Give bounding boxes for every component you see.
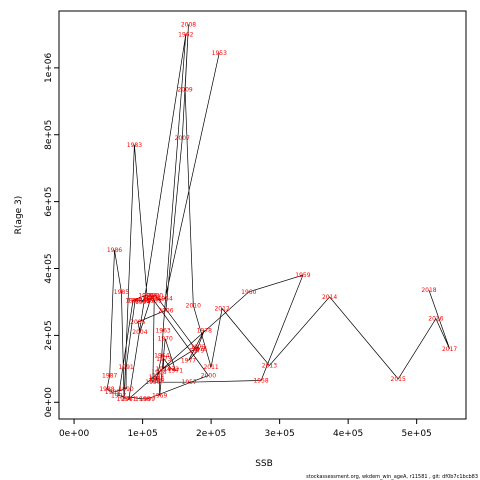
x-axis: 0e+00 1e+05 2e+05 3e+05 4e+05 5e+05 [59,419,432,439]
point-label-1994: 1994 [135,299,150,306]
point-label-2012: 2012 [214,306,229,313]
y-tick-label: 1e+06 [44,52,54,83]
point-label-1979: 1979 [189,347,204,354]
point-label-1993: 1993 [135,297,150,304]
point-label-1982: 1982 [140,297,155,304]
point-label-2016: 2016 [428,316,443,323]
point-label-2004: 2004 [132,329,147,336]
point-label-1980: 1980 [148,292,163,299]
x-tick-label: 0e+00 [59,429,90,439]
point-label-2007: 2007 [175,135,190,142]
x-tick-label: 2e+05 [196,429,226,439]
point-label-1957: 1957 [182,379,197,386]
point-label-1973: 1973 [156,356,171,363]
point-label-1975: 1975 [190,344,205,351]
point-label-1972: 1972 [164,366,179,373]
x-tick-label: 5e+05 [402,429,432,439]
point-label-2014: 2014 [322,294,337,301]
footer-credit: stockassessment.org, wkdem_win_ageA, r11… [306,474,478,480]
point-label-2001: 2001 [142,292,157,299]
point-label-1989: 1989 [105,389,120,396]
point-label-2018: 2018 [421,287,436,294]
point-label-1958: 1958 [253,378,268,385]
point-label-1955: 1955 [147,297,162,304]
point-label-2010: 2010 [186,302,201,309]
point-label-2000: 2000 [201,373,216,380]
point-label-1999: 1999 [140,396,155,403]
point-label-1990: 1990 [118,386,133,393]
point-label-1953: 1953 [212,50,227,57]
y-tick-label: 6e+05 [44,186,54,216]
point-label-1987: 1987 [102,373,117,380]
point-label-1965: 1965 [149,378,164,385]
point-label-2009: 2009 [177,87,192,94]
point-label-1988: 1988 [99,386,114,393]
y-axis: 0e+00 2e+05 4e+05 6e+05 8e+05 1e+06 [44,52,59,417]
plot-frame [58,10,467,420]
x-tick-label: 1e+05 [127,429,157,439]
y-tick-label: 8e+05 [44,120,54,150]
point-label-2017: 2017 [442,346,457,353]
point-label-1991: 1991 [118,364,133,371]
point-label-1981: 1981 [143,296,158,303]
point-label-1956: 1956 [145,379,160,386]
point-label-1968: 1968 [151,369,166,376]
point-label-1996: 1996 [125,297,140,304]
point-label-1974: 1974 [155,366,170,373]
point-label-1959: 1959 [295,272,310,279]
point-label-1964: 1964 [154,353,169,360]
series-line [106,24,450,400]
point-label-1992: 1992 [127,297,142,304]
point-label-1984: 1984 [116,396,131,403]
point-label-2015: 2015 [391,376,406,383]
point-label-2002: 2002 [145,294,160,301]
stock-recruit-path [106,24,450,400]
point-label-1970: 1970 [158,336,173,343]
point-label-2008: 2008 [181,21,196,28]
y-tick-label: 4e+05 [44,253,54,283]
point-label-1986: 1986 [107,247,122,254]
point-label-1960: 1960 [241,289,256,296]
point-label-1997: 1997 [111,393,126,400]
y-tick-label: 0e+00 [44,387,54,418]
point-label-2003: 2003 [143,296,158,303]
point-label-2006: 2006 [158,307,173,314]
point-label-1966: 1966 [149,376,164,383]
x-tick-label: 3e+05 [264,429,294,439]
point-label-1995: 1995 [138,292,153,299]
point-label-1962: 1962 [178,31,193,38]
point-label-1998: 1998 [135,396,150,403]
point-label-1954: 1954 [158,296,173,303]
point-label-1963: 1963 [155,327,170,334]
point-label-2005: 2005 [130,319,145,326]
y-tick-label: 2e+05 [44,320,54,350]
y-axis-title: R(age 3) [14,196,24,235]
point-label-1978: 1978 [197,327,212,334]
point-label-1969: 1969 [152,393,167,400]
point-label-1977: 1977 [181,358,196,365]
x-tick-label: 4e+05 [333,429,363,439]
point-label-1971: 1971 [168,368,183,375]
point-label-1983: 1983 [127,142,142,149]
point-label-1976: 1976 [192,346,207,353]
point-label-1961: 1961 [121,396,136,403]
point-label-2013: 2013 [262,363,277,370]
point-label-1967: 1967 [149,374,164,381]
point-label-1985: 1985 [114,289,129,296]
x-axis-title: SSB [255,459,273,469]
point-label-2011: 2011 [203,364,218,371]
